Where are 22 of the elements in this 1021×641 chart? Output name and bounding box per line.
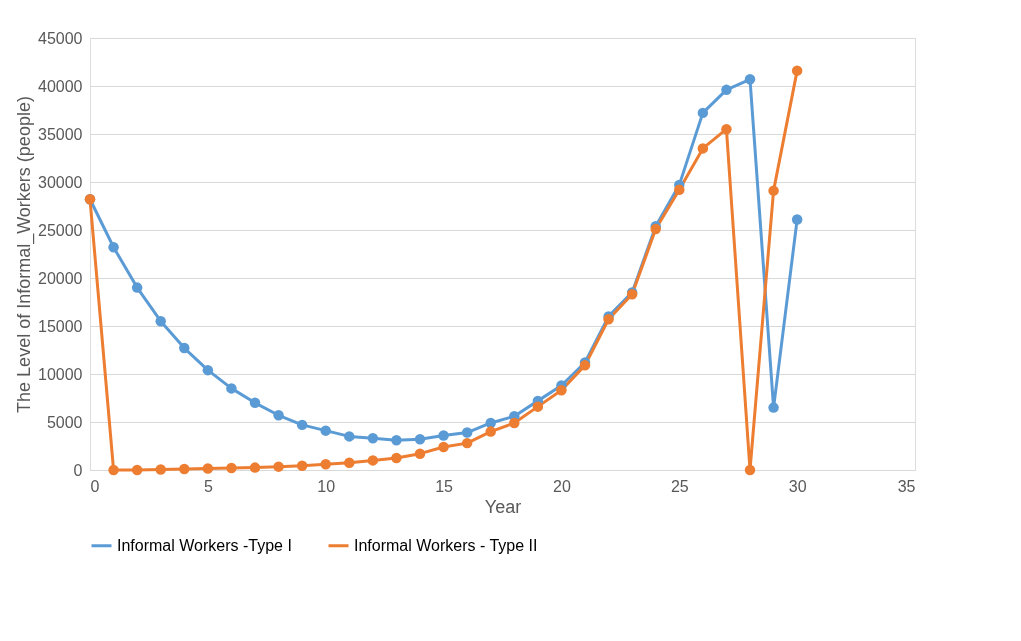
x-tick-label: 0 xyxy=(90,477,100,495)
y-tick-label: 25000 xyxy=(38,221,83,239)
y-axis-title: The Level of Informal_Workers (people) xyxy=(14,96,36,413)
x-tick-label: 5 xyxy=(203,477,213,495)
y-tick-label: 20000 xyxy=(38,269,83,287)
legend-label: Informal Workers -Type I xyxy=(117,536,292,554)
x-tick-label: 15 xyxy=(435,477,454,495)
x-tick-label: 20 xyxy=(553,477,571,495)
x-tick-label: 25 xyxy=(670,477,689,495)
x-tick-label: 35 xyxy=(897,477,916,495)
y-tick-label: 35000 xyxy=(38,125,83,143)
y-tick-label: 40000 xyxy=(38,77,83,95)
x-tick-label: 10 xyxy=(317,477,336,495)
y-tick-label: 0 xyxy=(73,461,83,479)
y-tick-label: 30000 xyxy=(38,173,83,191)
x-axis-title: Year xyxy=(484,496,522,517)
legend-label: Informal Workers - Type II xyxy=(354,536,538,554)
y-tick-label: 15000 xyxy=(38,317,83,335)
y-tick-label: 5000 xyxy=(46,413,83,431)
x-tick-label: 30 xyxy=(788,477,807,495)
y-tick-label: 10000 xyxy=(38,365,83,383)
y-tick-label: 45000 xyxy=(38,29,83,47)
